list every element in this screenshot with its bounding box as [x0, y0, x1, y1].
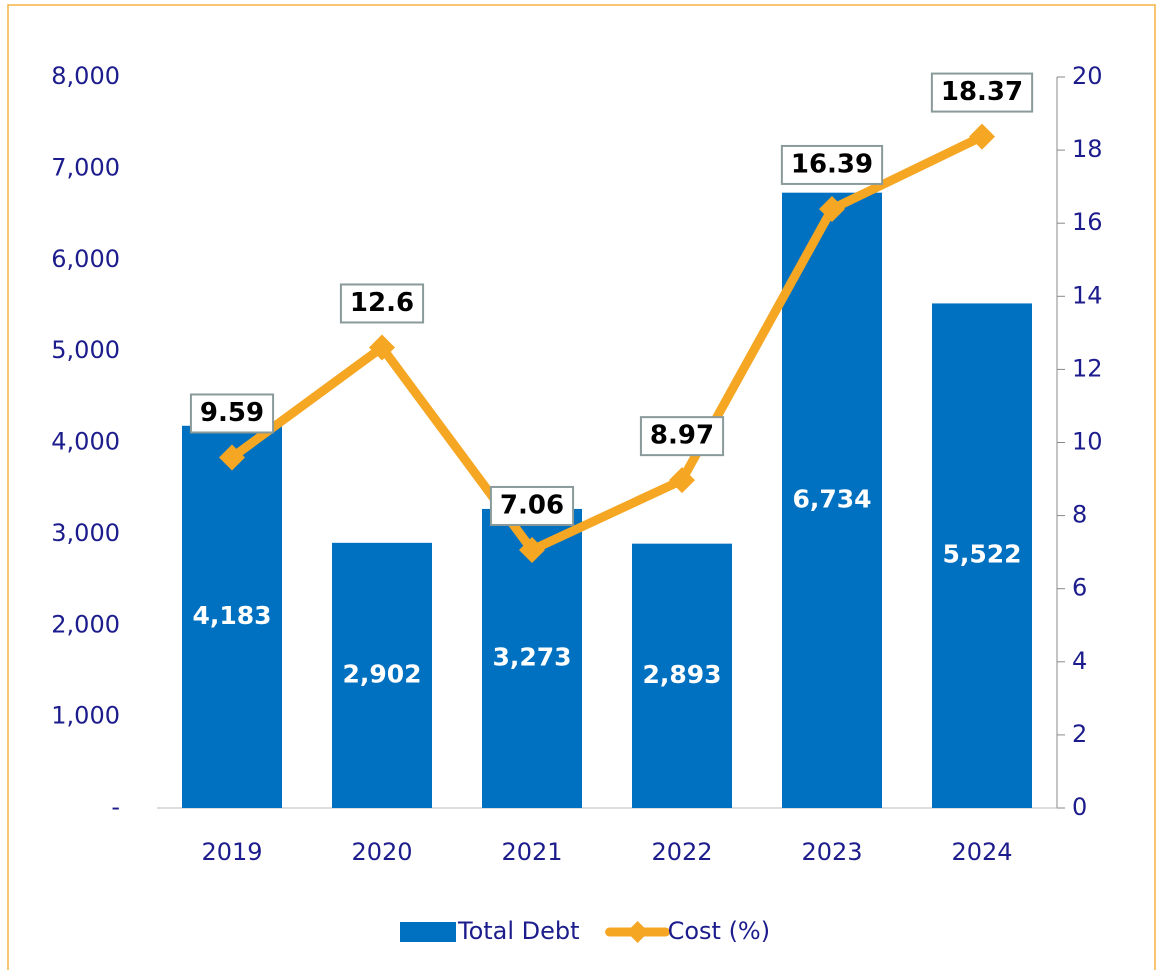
- bar-value-label: 3,273: [492, 642, 571, 671]
- y2-tick-label: 4: [1072, 647, 1087, 675]
- y2-tick-label: 14: [1072, 281, 1103, 309]
- y2-tick-label: 2: [1072, 720, 1087, 748]
- y-tick-label: 1,000: [51, 702, 120, 730]
- y2-tick-label: 0: [1072, 793, 1087, 821]
- x-tick-label: 2021: [501, 838, 562, 866]
- x-tick-label: 2024: [951, 838, 1012, 866]
- bar-value-label: 2,893: [642, 660, 721, 689]
- line-value-box: [189, 393, 275, 434]
- y-tick-label: 8,000: [51, 62, 120, 90]
- y-tick-label: 2,000: [51, 610, 120, 638]
- line-marker: [519, 536, 545, 563]
- y-tick-label: 7,000: [51, 153, 120, 181]
- bar-value-label: 5,522: [942, 540, 1021, 569]
- y2-tick-label: 8: [1072, 501, 1087, 529]
- y2-tick-label: 20: [1072, 62, 1103, 90]
- bar-value-label: 4,183: [192, 601, 271, 630]
- x-tick-label: 2022: [651, 838, 712, 866]
- x-tick-label: 2019: [201, 838, 262, 866]
- line-marker: [369, 334, 395, 361]
- line-marker: [969, 123, 995, 150]
- legend-swatch: [400, 922, 456, 942]
- line-value-label: 7.06: [500, 490, 564, 520]
- line-value-box: [780, 144, 884, 185]
- y-tick-label: 4,000: [51, 428, 120, 456]
- y2-tick-label: 12: [1072, 354, 1103, 382]
- y-tick-label: 3,000: [51, 519, 120, 547]
- line-value-box: [639, 416, 725, 457]
- bar-value-label: 6,734: [792, 484, 871, 513]
- legend-marker: [626, 921, 649, 943]
- line-value-label: 9.59: [200, 398, 264, 428]
- line-marker: [219, 444, 245, 471]
- y2-tick-label: 18: [1072, 135, 1103, 163]
- line-value-label: 12.6: [350, 288, 414, 318]
- bar: [182, 425, 282, 808]
- y-tick-label: 5,000: [51, 336, 120, 364]
- legend-label: Total Debt: [457, 917, 580, 945]
- y-tick-label: -: [111, 793, 120, 821]
- line-value-box: [930, 72, 1034, 113]
- line: [229, 132, 984, 555]
- line-value-label: 8.97: [650, 421, 714, 451]
- x-tick-label: 2023: [801, 838, 862, 866]
- x-tick-label: 2020: [351, 838, 412, 866]
- bar: [332, 542, 432, 808]
- bar: [932, 303, 1032, 808]
- line-marker: [819, 195, 845, 222]
- y2-tick-label: 10: [1072, 428, 1103, 456]
- y2-tick-label: 16: [1072, 208, 1103, 236]
- line-marker: [669, 467, 695, 494]
- legend-label: Cost (%): [668, 917, 771, 945]
- y2-tick-label: 6: [1072, 574, 1087, 602]
- y-tick-label: 6,000: [51, 245, 120, 273]
- bar: [782, 192, 882, 808]
- line-value-box: [339, 283, 425, 324]
- bar-value-label: 2,902: [342, 659, 421, 688]
- line-value-label: 18.37: [941, 77, 1023, 107]
- bar: [632, 543, 732, 808]
- line-value-box: [489, 485, 575, 526]
- line-value-label: 16.39: [791, 149, 873, 179]
